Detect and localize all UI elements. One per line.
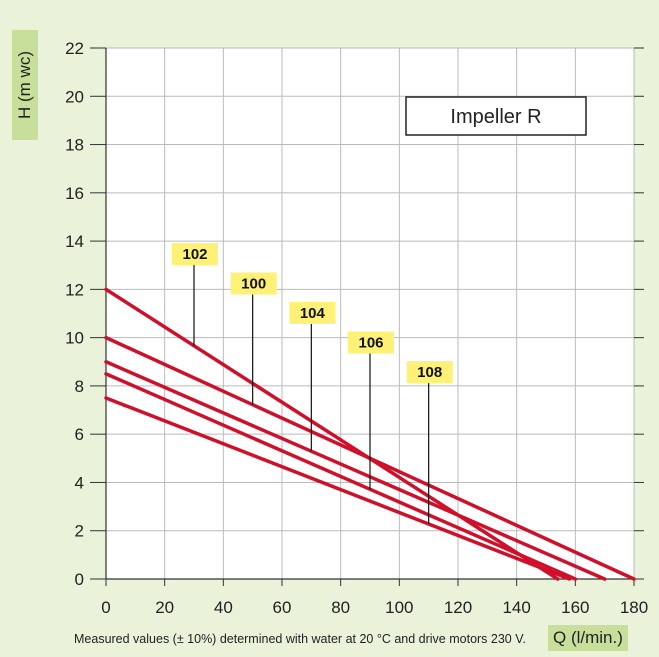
x-axis-label: Q (l/min.)	[548, 625, 628, 651]
x-tick-label: 140	[502, 598, 530, 617]
flag-label-100: 100	[241, 276, 266, 293]
y-tick-label: 8	[75, 377, 84, 396]
y-tick-label: 4	[75, 473, 84, 492]
title-box: Impeller R	[405, 96, 587, 136]
flag-box-102	[172, 243, 218, 265]
series-line-102	[104, 287, 560, 581]
label-flags: 102 100 104 106 108	[172, 243, 453, 525]
x-tick-label: 40	[214, 598, 233, 617]
x-tick-label: 180	[620, 598, 648, 617]
footnote: Measured values (± 10%) determined with …	[74, 632, 526, 646]
y-axis-label: H (m wc)	[12, 30, 38, 140]
series-group	[104, 287, 636, 581]
x-tick-label: 100	[385, 598, 413, 617]
x-tick-label: 60	[273, 598, 292, 617]
x-tick-label: 0	[101, 598, 110, 617]
y-tick-label: 6	[75, 425, 84, 444]
flag-label-104: 104	[300, 305, 326, 322]
x-tick-label: 20	[155, 598, 174, 617]
y-tick-label: 18	[65, 136, 84, 155]
series-line-104	[104, 360, 607, 581]
y-tick-label: 20	[65, 87, 84, 106]
flag-box-108	[406, 361, 453, 383]
series-line-108	[104, 396, 572, 581]
chart-title: Impeller R	[450, 106, 541, 128]
flag-box-104	[289, 302, 336, 324]
x-tick-label: 80	[331, 598, 350, 617]
flag-box-100	[230, 272, 277, 295]
flag-label-108: 108	[417, 364, 442, 381]
y-tick-label: 0	[75, 570, 84, 589]
tick-labels: 0 20 40 60 80 100 120 140 160 180 0 2 4 6 8 10 12 14 16 18 2…	[65, 39, 648, 617]
y-tick-label: 2	[75, 522, 84, 541]
y-tick-label: 22	[65, 39, 84, 58]
flag-box-106	[348, 331, 394, 354]
y-tick-label: 16	[65, 184, 84, 203]
x-tick-label: 160	[561, 598, 589, 617]
y-tick-label: 12	[65, 280, 84, 299]
y-tick-label: 10	[65, 329, 84, 348]
y-tick-label: 14	[65, 232, 84, 251]
x-tick-label: 120	[444, 598, 472, 617]
flag-label-106: 106	[358, 335, 383, 352]
flag-label-102: 102	[182, 246, 207, 263]
series-line-106	[104, 372, 578, 581]
